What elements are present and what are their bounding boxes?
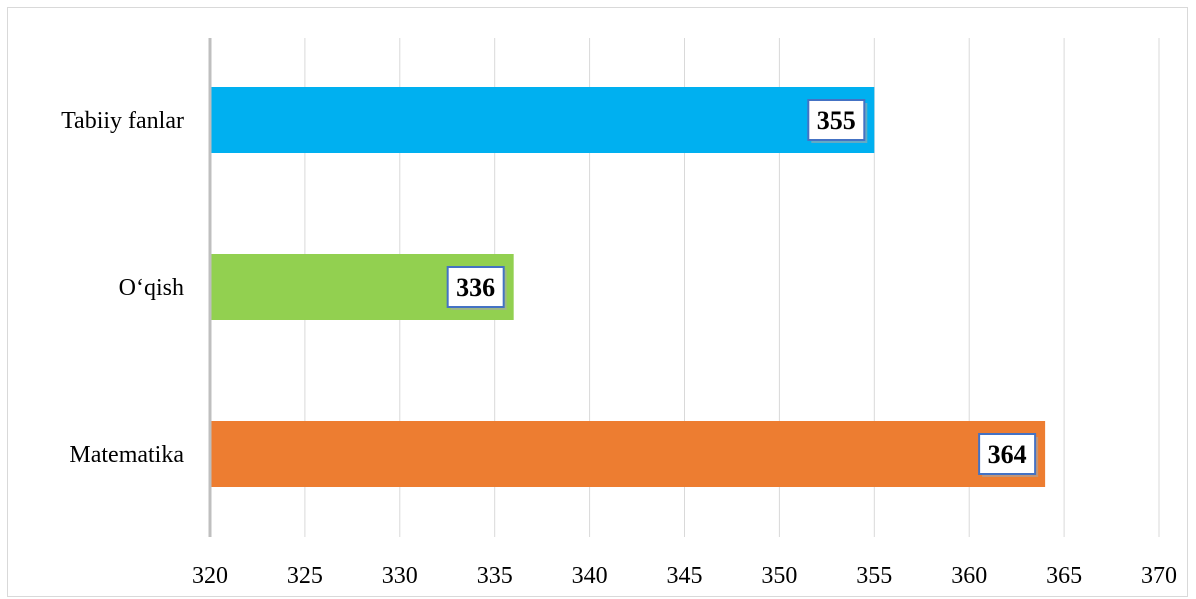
x-tick-label-320: 320: [192, 563, 228, 589]
x-tick-label-355: 355: [856, 563, 892, 589]
data-label-tabiiy-fanlar: 355: [807, 99, 868, 143]
x-tick-label-330: 330: [382, 563, 418, 589]
category-label-o-qish: O‘qish: [119, 275, 184, 301]
x-tick-label-350: 350: [761, 563, 797, 589]
data-label-text: 336: [456, 273, 495, 302]
category-label-matematika: Matematika: [69, 442, 184, 468]
x-tick-label-335: 335: [477, 563, 513, 589]
bar-tabiiy-fanlar: [211, 87, 875, 153]
data-label-o-qish: 336: [446, 266, 507, 310]
data-label-text: 364: [988, 440, 1027, 469]
category-label-tabiiy-fanlar: Tabiiy fanlar: [61, 108, 184, 134]
x-tick-label-360: 360: [951, 563, 987, 589]
bar-matematika: [211, 421, 1046, 487]
bars: [211, 87, 1046, 487]
data-label-box: [446, 266, 505, 308]
data-label-box: [978, 433, 1037, 475]
data-labels: 355 336 364: [446, 99, 1039, 477]
data-label-text: 355: [817, 106, 856, 135]
data-label-box: [807, 99, 866, 141]
data-label-matematika: 364: [978, 433, 1039, 477]
x-tick-label-370: 370: [1141, 563, 1177, 589]
category-labels: Tabiiy fanlar O‘qish Matematika: [61, 108, 184, 468]
x-axis-tick-labels: 320 325 330 335 340 345 350 355 360 365 370: [192, 563, 1177, 589]
x-tick-label-345: 345: [667, 563, 703, 589]
x-tick-label-365: 365: [1046, 563, 1082, 589]
x-tick-label-325: 325: [287, 563, 323, 589]
x-tick-label-340: 340: [572, 563, 608, 589]
